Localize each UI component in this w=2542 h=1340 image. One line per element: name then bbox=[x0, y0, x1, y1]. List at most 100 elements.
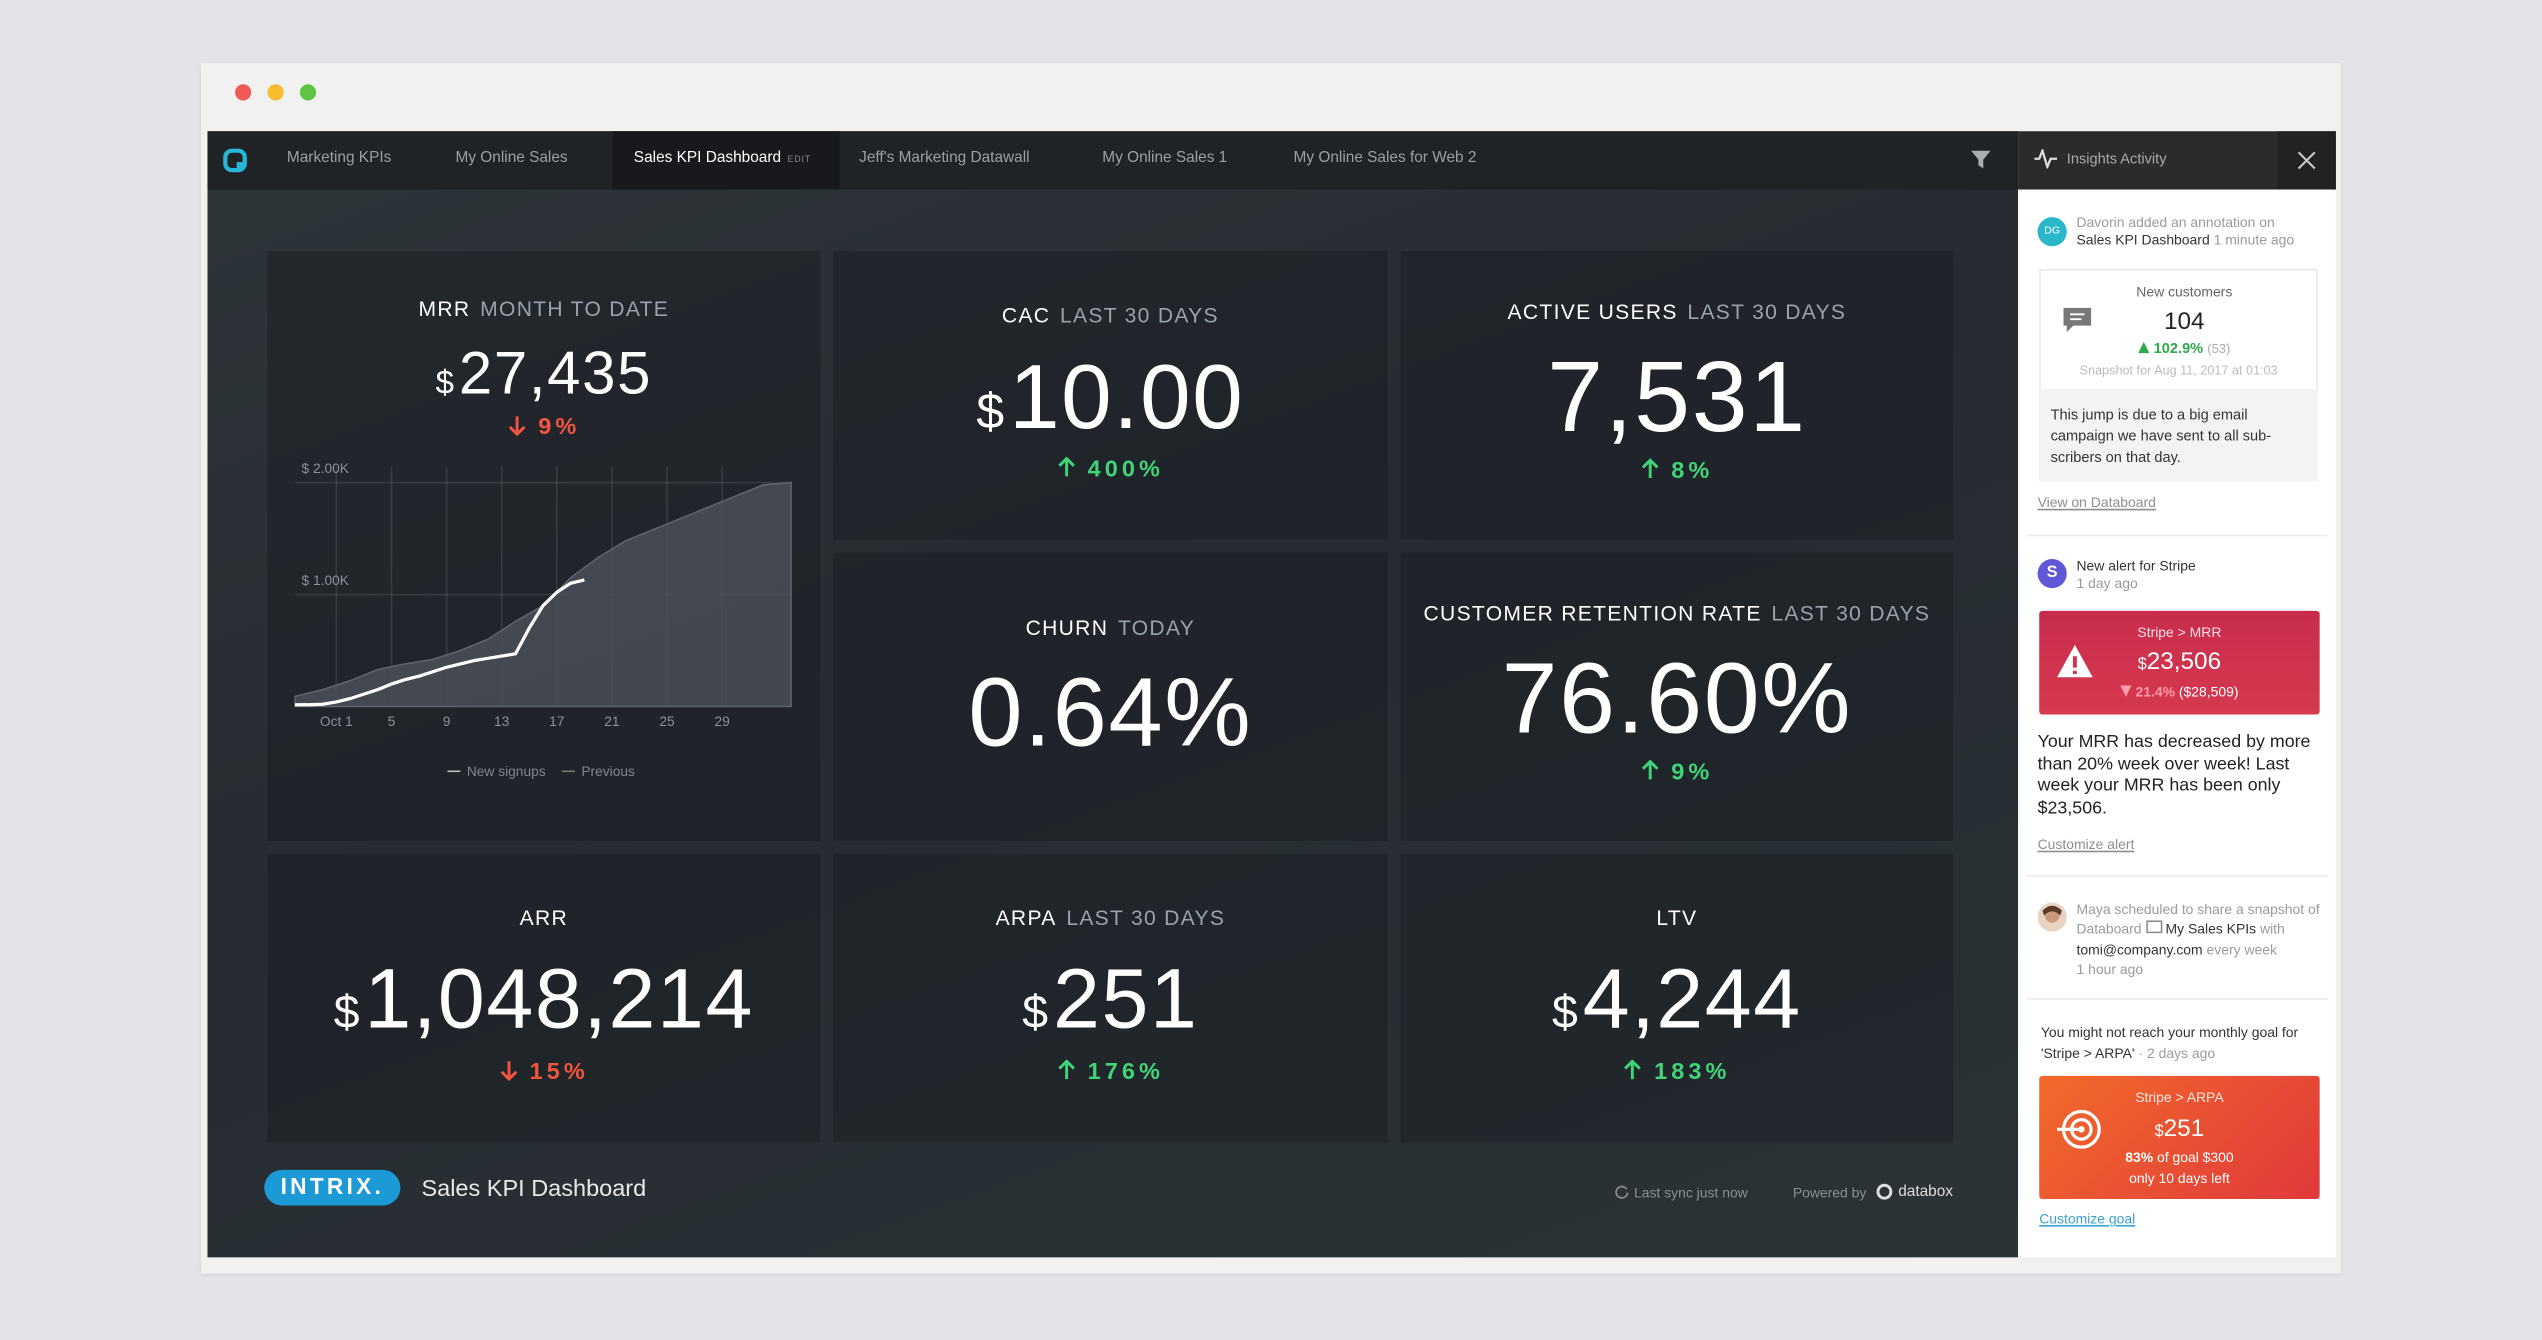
nav-tab[interactable]: My Online Sales for Web 2 bbox=[1293, 149, 1477, 167]
filter-icon[interactable] bbox=[1970, 149, 1993, 170]
tile-value: 251 bbox=[1052, 952, 1199, 1047]
kpi-tile: ARPA LAST 30 DAYS $251 176% bbox=[833, 853, 1388, 1143]
card-previous: (53) bbox=[2207, 341, 2231, 357]
view-link[interactable]: View on Databoard bbox=[2037, 494, 2156, 511]
change-arrow bbox=[1624, 1059, 1642, 1080]
kpi-tile: CHURN TODAY 0.64% bbox=[833, 552, 1388, 841]
kpi-tile: ACTIVE USERS LAST 30 DAYS 7,531 8% bbox=[1400, 251, 1954, 540]
tile-title-row: CHURN TODAY bbox=[833, 616, 1387, 642]
tile-currency: $ bbox=[333, 986, 362, 1039]
activity-time: 1 minute ago bbox=[2213, 231, 2295, 248]
arrow-path bbox=[508, 416, 526, 437]
tile-currency: $ bbox=[1552, 986, 1580, 1039]
tile-title-row: MRR MONTH TO DATE bbox=[267, 297, 820, 323]
top-nav bbox=[207, 131, 2019, 190]
arrow-path bbox=[1641, 759, 1659, 780]
activity-action: You might not reach your monthly goal fo… bbox=[2040, 1024, 2299, 1062]
target-icon bbox=[2057, 1109, 2101, 1149]
tile-period: LAST 30 DAYS bbox=[1687, 299, 1847, 325]
activity-schedule: every week bbox=[2206, 940, 2277, 957]
tile-change: 9% bbox=[538, 414, 581, 441]
tile-value-row: $4,244 bbox=[1401, 949, 1954, 1063]
customize-goal-link[interactable]: Customize goal bbox=[2039, 1210, 2136, 1227]
tile-value: 4,244 bbox=[1582, 952, 1802, 1047]
tile-title: ARPA bbox=[995, 905, 1057, 931]
card-metric: Stripe > MRR bbox=[2137, 623, 2222, 641]
nav-tab[interactable]: Sales KPI Dashboard EDIT bbox=[633, 149, 812, 167]
nav-tab[interactable]: My Online Sales bbox=[455, 149, 568, 167]
activity-action: New alert for Stripe bbox=[2076, 557, 2196, 574]
card-change-row: 102.9% (53) bbox=[2107, 340, 2261, 356]
card-currency: $ bbox=[2154, 1122, 2164, 1141]
tile-change-row: 9% bbox=[267, 413, 820, 442]
nav-tab[interactable]: Marketing KPIs bbox=[286, 149, 392, 167]
panel-title: Insights Activity bbox=[2066, 150, 2167, 167]
app-logo[interactable] bbox=[222, 147, 248, 173]
active-tab-bg bbox=[612, 131, 840, 190]
kpi-tile: LTV $4,244 183% bbox=[1400, 853, 1954, 1143]
tile-title-row: ARPA LAST 30 DAYS bbox=[833, 906, 1387, 932]
tile-change: 400% bbox=[1087, 456, 1164, 483]
window-zoom-dot[interactable] bbox=[299, 84, 317, 101]
up-triangle bbox=[2138, 341, 2150, 354]
tile-change-row: 9% bbox=[1401, 758, 1954, 787]
nav-tab[interactable]: My Online Sales 1 bbox=[1102, 149, 1228, 167]
card-progress-row: 83% of goal $300 bbox=[2039, 1149, 2319, 1165]
card-change-row: 21.4% ($28,509) bbox=[2039, 684, 2319, 700]
tile-change-row: 176% bbox=[833, 1058, 1387, 1087]
avatar: S bbox=[2037, 559, 2067, 589]
card-value: 251 bbox=[2163, 1114, 2205, 1143]
change-arrow bbox=[508, 416, 526, 437]
window-close-dot[interactable] bbox=[235, 84, 252, 101]
kpi-tile: CAC LAST 30 DAYS $10.00 400% bbox=[833, 251, 1388, 540]
tile-value: 7,531 bbox=[1547, 341, 1807, 454]
window-minimize-dot[interactable] bbox=[267, 84, 284, 101]
tile-title: LTV bbox=[1656, 905, 1698, 931]
edit-label: EDIT bbox=[787, 155, 812, 166]
divider bbox=[2026, 998, 2328, 1000]
provider-name: databox bbox=[1898, 1182, 1954, 1201]
sync-status: Last sync just now bbox=[1633, 1184, 1748, 1201]
tile-title: CHURN bbox=[1025, 615, 1109, 641]
tile-title: CAC bbox=[1001, 302, 1051, 328]
tile-value: 1,048,214 bbox=[364, 952, 754, 1047]
avatar: DG bbox=[2037, 217, 2067, 247]
activity-text: New alert for Stripe 1 day ago bbox=[2077, 557, 2320, 593]
close-icon[interactable] bbox=[2297, 151, 2316, 170]
kpi-tile: ARR $1,048,214 15% bbox=[267, 853, 821, 1143]
tile-title: ARR bbox=[519, 905, 569, 931]
arrow-path bbox=[1058, 456, 1075, 477]
activity-email: tomi@company.com bbox=[2076, 940, 2203, 957]
tile-value-row: $1,048,214 bbox=[267, 949, 820, 1063]
card-value-row: $23,506 bbox=[2039, 648, 2319, 676]
arrow-path bbox=[1058, 1059, 1075, 1080]
tile-value: 0.64% bbox=[968, 657, 1253, 767]
change-arrow bbox=[1641, 458, 1659, 478]
tile-period: MONTH TO DATE bbox=[480, 296, 670, 321]
nav-tab[interactable]: Jeff's Marketing Datawall bbox=[859, 149, 1030, 167]
arrow-path bbox=[1641, 458, 1659, 478]
tile-change: 9% bbox=[1671, 759, 1714, 786]
change-arrow bbox=[1058, 1059, 1075, 1080]
activity-icon bbox=[2034, 149, 2058, 169]
tile-value-row: $251 bbox=[833, 949, 1387, 1063]
tile-change: 183% bbox=[1654, 1059, 1731, 1086]
tile-value: 10.00 bbox=[1009, 345, 1245, 448]
card-note: This jump is due to a big email campaign… bbox=[2050, 406, 2272, 466]
card-value: 23,506 bbox=[2146, 648, 2222, 676]
customize-alert-link[interactable]: Customize alert bbox=[2037, 836, 2135, 853]
card-change: 21.4% bbox=[2135, 683, 2176, 700]
footer-dashboard-name: Sales KPI Dashboard bbox=[421, 1176, 647, 1203]
card-value: 104 bbox=[2164, 307, 2205, 336]
tile-period: LAST 30 DAYS bbox=[1066, 905, 1226, 931]
card-value-row: $251 bbox=[2039, 1115, 2319, 1143]
tile-currency: $ bbox=[1022, 986, 1050, 1039]
activity-time: 1 hour ago bbox=[2076, 960, 2144, 977]
change-arrow bbox=[1641, 759, 1659, 780]
activity-action: Maya scheduled to share a snapshot of Da… bbox=[2076, 900, 2320, 938]
tile-change: 176% bbox=[1087, 1059, 1164, 1086]
activity-text: Maya scheduled to share a snapshot of Da… bbox=[2077, 899, 2320, 979]
card-progress: 83% bbox=[2125, 1148, 2154, 1165]
activity-time: 1 day ago bbox=[2076, 575, 2138, 592]
